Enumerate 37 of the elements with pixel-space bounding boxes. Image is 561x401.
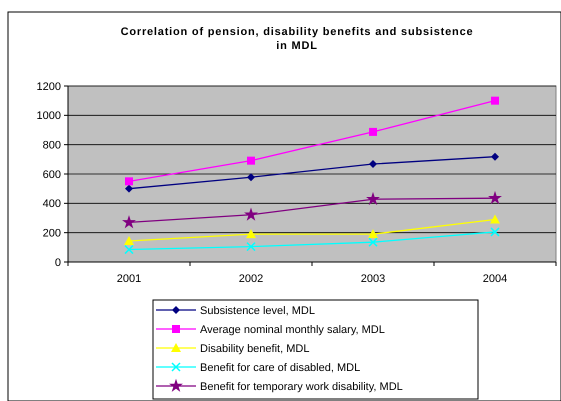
point <box>247 173 255 182</box>
point <box>368 229 378 238</box>
point <box>246 229 256 238</box>
x-tick-label: 2002 <box>238 273 264 285</box>
x-tick-label: 2003 <box>360 273 386 285</box>
point <box>122 215 136 228</box>
y-tick-label: 1000 <box>36 110 61 122</box>
y-tick-label: 200 <box>42 228 61 240</box>
y-tick-label: 0 <box>54 256 61 269</box>
point <box>125 177 133 186</box>
y-tick-label: 400 <box>42 198 61 210</box>
x-tick-label: 2001 <box>116 273 142 285</box>
point <box>125 184 133 193</box>
point <box>369 128 377 136</box>
legend-label: Benefit for temporary work disability, MDL <box>200 380 403 393</box>
point <box>124 236 134 246</box>
point <box>246 242 256 252</box>
legend-label: Benefit for care of disabled, MDL <box>200 362 360 374</box>
point <box>490 214 500 224</box>
legend-label: Disability benefit, MDL <box>200 342 310 355</box>
chart-title: Correlation of pension, disability benefits and subsistence in MDL <box>120 26 474 52</box>
point <box>488 190 502 204</box>
y-tick-label: 800 <box>42 140 61 152</box>
point <box>247 156 255 165</box>
x-tick-label: 2004 <box>482 273 508 285</box>
point <box>368 237 378 247</box>
point <box>366 192 380 206</box>
point <box>491 152 499 161</box>
y-tick-label: 600 <box>42 168 61 181</box>
point <box>124 244 134 254</box>
legend-label: Subsistence level, MDL <box>200 304 315 317</box>
legend-label: Average nominal monthly salary, MDL <box>200 324 385 336</box>
point <box>490 227 500 237</box>
y-tick-label: 1200 <box>36 80 61 93</box>
point <box>491 96 499 105</box>
point <box>369 160 377 168</box>
point <box>244 207 258 221</box>
